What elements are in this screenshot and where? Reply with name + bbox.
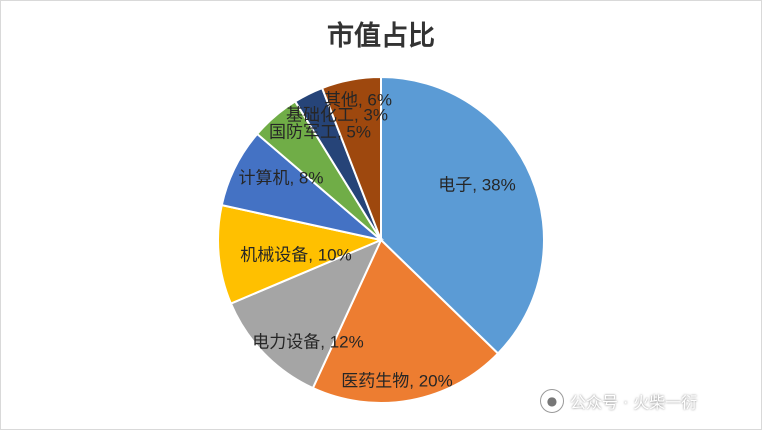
chart-title: 市值占比 <box>327 21 435 52</box>
data-label-1: 电子, 38% <box>438 175 515 194</box>
data-label-8: 其他, 6% <box>324 90 392 109</box>
data-label-6: 国防军工, 5% <box>269 122 371 141</box>
wechat-icon: ● <box>540 389 564 413</box>
data-label-7: 基础化工, 3% <box>286 105 388 124</box>
data-label-4: 机械设备, 10% <box>240 245 351 264</box>
pie-slice-8 <box>320 75 382 241</box>
pie-slice-4 <box>217 203 385 305</box>
data-label-2: 医药生物, 20% <box>341 371 452 390</box>
pie-slices <box>217 75 545 404</box>
data-label-5: 计算机, 8% <box>238 168 323 187</box>
watermark: ● 公众号 · 火柴一衍 <box>540 388 697 414</box>
pie-labels: 电子, 38% 医药生物, 20% 电力设备, 12% 机械设备, 10% 计算机, 8… <box>238 90 515 390</box>
pie-slice-1 <box>380 75 545 355</box>
pie-slice-2 <box>311 238 500 404</box>
data-label-3: 电力设备, 12% <box>252 332 363 351</box>
watermark-text: 公众号 · 火柴一衍 <box>570 393 698 412</box>
pie-slice-3 <box>229 238 383 390</box>
